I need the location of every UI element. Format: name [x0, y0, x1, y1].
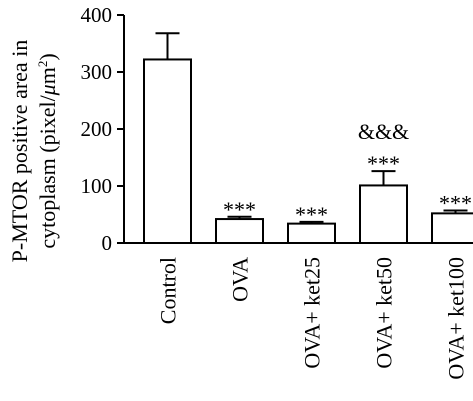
significance-label: ***: [439, 191, 472, 216]
y-tick-label: 0: [102, 231, 113, 255]
y-tick-label: 200: [81, 117, 113, 141]
bar: [143, 58, 192, 244]
significance-label: ***: [367, 151, 400, 176]
bar: [359, 184, 408, 244]
x-tick-label: Control: [156, 257, 181, 324]
annotations: *** *** *** &&& ***: [223, 119, 472, 227]
y-tick-label: 400: [81, 3, 113, 27]
x-tick-label: OVA: [228, 257, 253, 302]
bar: [215, 218, 264, 244]
bars: [143, 32, 473, 244]
y-axis-label-line1: P-MTOR positive area in: [7, 40, 32, 263]
axes: 0 100 200 300 400: [81, 3, 473, 255]
x-tick-label: OVA+ ket50: [372, 257, 397, 369]
y-axis-label-line2: cytoplasm (pixel/μm2): [35, 53, 60, 248]
significance-label: ***: [295, 202, 328, 227]
significance-label: ***: [223, 197, 256, 222]
y-axis-label: P-MTOR positive area in cytoplasm (pixel…: [7, 40, 60, 263]
y-tick-label: 300: [81, 60, 113, 84]
x-tick-labels: Control OVA OVA+ ket25 OVA+ ket50 OVA+ ket10…: [156, 257, 469, 380]
bar: [431, 212, 473, 244]
significance-label: &&&: [358, 119, 409, 144]
bar: [287, 222, 336, 244]
y-tick-label: 100: [81, 174, 113, 198]
x-tick-label: OVA+ ket100: [444, 257, 469, 380]
x-tick-label: OVA+ ket25: [300, 257, 325, 369]
